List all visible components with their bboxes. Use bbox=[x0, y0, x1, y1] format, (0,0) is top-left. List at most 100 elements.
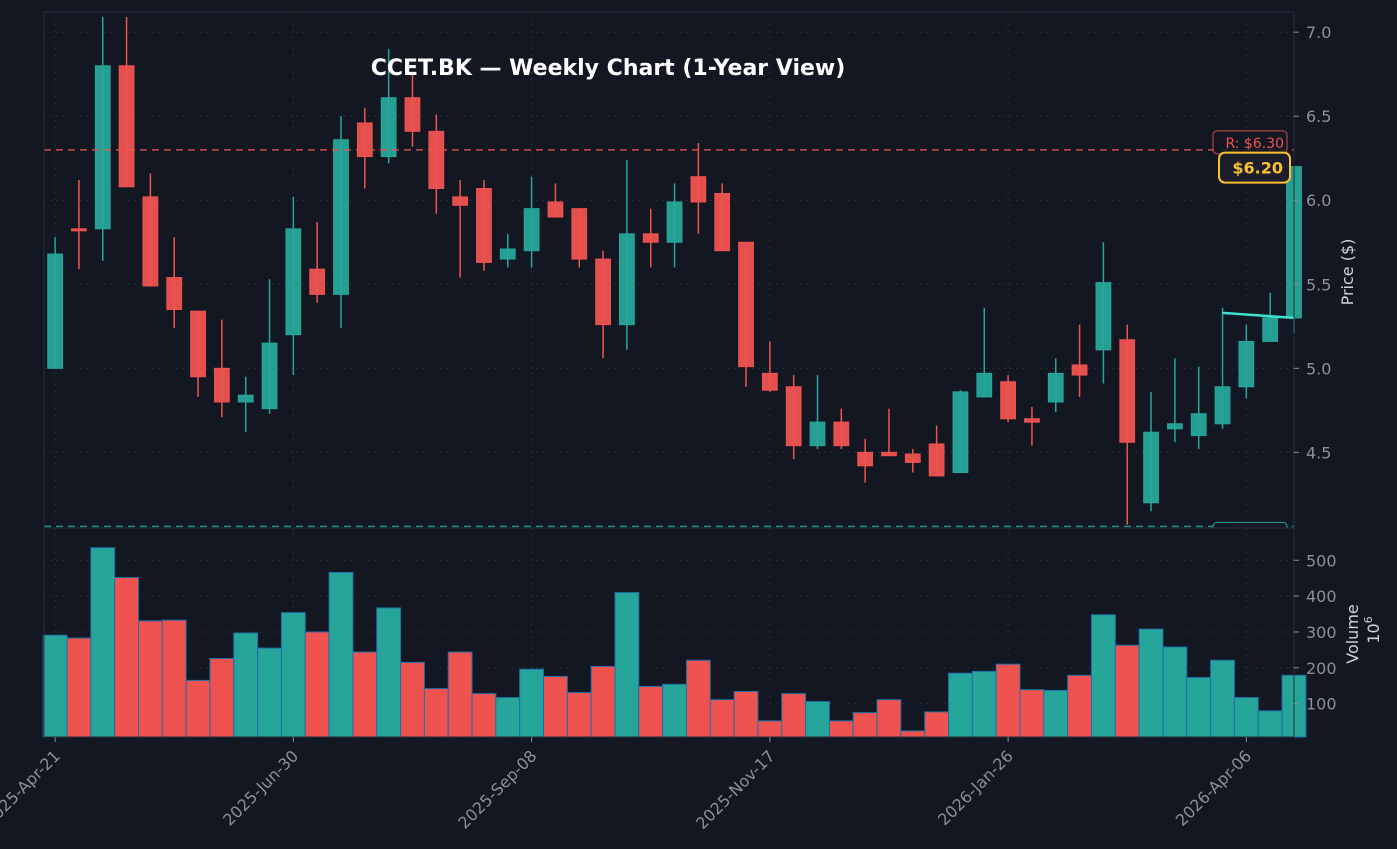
resistance-label: R: $6.30 bbox=[1225, 136, 1284, 152]
date-tick-label: 2025-Jun-30 bbox=[219, 746, 302, 829]
volume-bar bbox=[257, 647, 282, 738]
candle-body-down bbox=[785, 386, 802, 447]
candle-body-down bbox=[166, 277, 183, 310]
date-tick-label: 2025-Sep-08 bbox=[454, 746, 540, 832]
volume-bar bbox=[1114, 644, 1140, 738]
volume-bar bbox=[566, 692, 592, 738]
price-tick-label: 6.0 bbox=[1306, 191, 1331, 210]
volume-tick-label: 500 bbox=[1306, 551, 1337, 570]
volume-bar bbox=[352, 651, 378, 738]
volume-bar bbox=[852, 712, 878, 738]
candle-body-up bbox=[380, 97, 397, 158]
volume-bar bbox=[376, 607, 402, 738]
volume-bar bbox=[209, 657, 235, 738]
volume-bar bbox=[519, 668, 545, 738]
volume-bar bbox=[709, 699, 735, 738]
candle-body-down bbox=[142, 196, 159, 287]
volume-bar bbox=[828, 720, 854, 738]
volume-bar bbox=[66, 637, 92, 738]
price-tick-label: 7.0 bbox=[1306, 23, 1331, 42]
volume-bar bbox=[1019, 689, 1045, 738]
candle-body-down bbox=[571, 208, 588, 260]
date-tick-label: 2026-Jan-26 bbox=[934, 746, 1017, 829]
volume-tick-label: 200 bbox=[1306, 659, 1337, 678]
volume-bar bbox=[1210, 659, 1235, 738]
candle-body-up bbox=[499, 248, 516, 260]
candle-body-up bbox=[333, 139, 349, 295]
volume-bar bbox=[900, 730, 926, 738]
candle-body-up bbox=[952, 391, 969, 474]
support-label: S: $4.06 bbox=[1226, 527, 1284, 543]
candle-body-down bbox=[690, 176, 707, 203]
candle-body-down bbox=[881, 451, 897, 457]
volume-bar bbox=[781, 693, 807, 738]
volume-unit-label: 106 bbox=[1362, 616, 1383, 643]
volume-panel-frame bbox=[43, 527, 1295, 738]
candle-body-down bbox=[213, 367, 230, 403]
candle-body-down bbox=[428, 130, 445, 189]
candle-body-up bbox=[1047, 372, 1064, 403]
volume-bar bbox=[185, 679, 211, 738]
volume-bar bbox=[161, 619, 187, 738]
date-tick-label: 2026-Apr-06 bbox=[1172, 746, 1255, 829]
volume-axis-label: Volume bbox=[1343, 604, 1362, 664]
candle-body-up bbox=[237, 394, 254, 403]
volume-bar bbox=[137, 620, 163, 738]
volume-bar bbox=[757, 720, 783, 738]
candle-body-down bbox=[190, 310, 206, 378]
volume-bar bbox=[638, 685, 664, 738]
volume-tick-label: 100 bbox=[1306, 695, 1337, 714]
price-tick-label: 6.5 bbox=[1306, 107, 1331, 126]
candle-body-down bbox=[476, 187, 492, 263]
candle-body-down bbox=[1071, 364, 1088, 376]
candle-body-up bbox=[1214, 386, 1231, 425]
candle-body-down bbox=[595, 258, 611, 326]
candle-body-up bbox=[1262, 317, 1279, 342]
price-tick-label: 5.0 bbox=[1306, 359, 1331, 378]
volume-bars bbox=[42, 547, 1307, 738]
volume-bar bbox=[400, 661, 425, 738]
candle-body-down bbox=[1024, 418, 1040, 423]
volume-bar bbox=[233, 632, 259, 738]
candle-body-up bbox=[809, 421, 826, 447]
candle-body-up bbox=[94, 65, 111, 230]
candle-body-down bbox=[642, 233, 659, 243]
price-panel-frame bbox=[43, 11, 1295, 529]
candle-body-down bbox=[356, 122, 373, 158]
candles bbox=[47, 17, 1302, 525]
support-label-group: S: $4.06 bbox=[1212, 521, 1288, 543]
volume-bar bbox=[1233, 697, 1259, 738]
chart-title: CCET.BK — Weekly Chart (1-Year View) bbox=[371, 56, 846, 81]
candle-body-down bbox=[738, 241, 754, 368]
volume-bar bbox=[685, 659, 711, 738]
date-tick-label: 2025-Apr-21 bbox=[0, 746, 64, 829]
volume-bar bbox=[876, 699, 902, 738]
volume-bar bbox=[1257, 710, 1283, 738]
last-price-box bbox=[1218, 151, 1291, 184]
candle-body-down bbox=[833, 421, 850, 447]
volume-bar bbox=[1162, 646, 1188, 738]
volume-bar bbox=[90, 547, 116, 738]
volume-bar bbox=[471, 693, 497, 738]
candle-body-up bbox=[1238, 340, 1255, 388]
candle-body-up bbox=[666, 201, 683, 243]
price-tick-label: 5.5 bbox=[1306, 275, 1331, 294]
volume-bar bbox=[447, 651, 473, 738]
volume-bar bbox=[590, 665, 616, 738]
candle-body-up bbox=[1095, 282, 1112, 351]
volume-bar bbox=[662, 683, 687, 738]
candle-body-down bbox=[71, 228, 87, 232]
volume-bar bbox=[733, 690, 759, 738]
candle-body-down bbox=[714, 193, 731, 252]
volume-bar bbox=[1043, 689, 1069, 738]
candle-body-down bbox=[928, 443, 945, 477]
support-label-box bbox=[1212, 521, 1288, 528]
candle-body-down bbox=[1000, 381, 1016, 420]
candle-body-up bbox=[261, 342, 278, 410]
candle-body-up bbox=[47, 253, 63, 369]
volume-bar bbox=[280, 612, 306, 738]
candle-body-up bbox=[1143, 431, 1159, 504]
candle-body-down bbox=[547, 201, 564, 218]
volume-bar bbox=[495, 697, 521, 738]
